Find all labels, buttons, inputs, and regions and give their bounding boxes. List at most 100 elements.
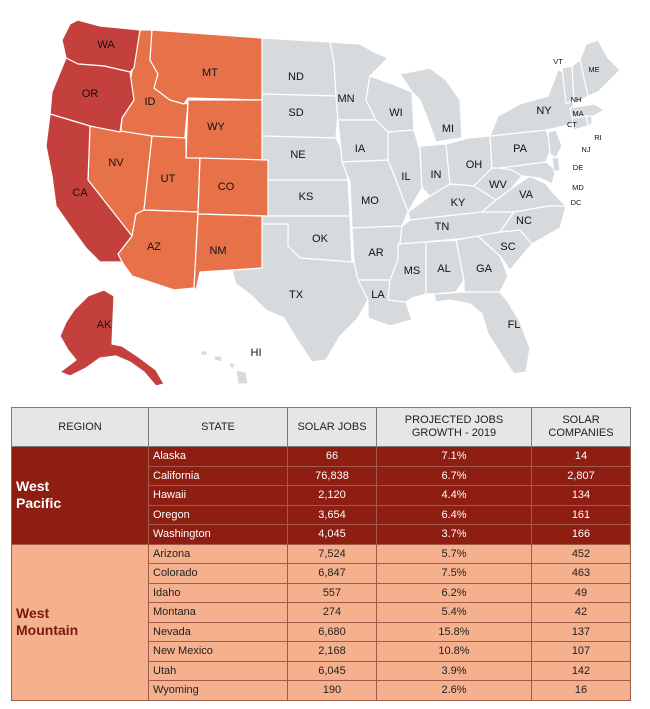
state-label-vt: VT <box>553 57 563 66</box>
growth-cell: 5.7% <box>376 543 532 564</box>
state-label-ok: OK <box>312 233 329 245</box>
state-cell: Montana <box>148 602 288 623</box>
solar-jobs-header: SOLAR JOBS <box>287 407 377 447</box>
state-label-il: IL <box>401 171 410 183</box>
solar-jobs-cell: 4,045 <box>287 524 377 545</box>
solar-jobs-cell: 66 <box>287 446 377 467</box>
companies-cell: 161 <box>531 504 631 525</box>
growth-cell: 5.4% <box>376 602 532 623</box>
growth-cell: 7.5% <box>376 563 532 584</box>
west-mountain-states <box>87 29 269 291</box>
projected-growth-header: PROJECTED JOBS GROWTH - 2019 <box>376 407 532 447</box>
table-row: West Pacific Alaska 66 7.1% 14 <box>11 446 631 545</box>
state-ca <box>45 113 133 263</box>
state-labels: WA OR CA ID MT WY NV UT CO AZ NM AK HI ND SD NE KS OK TX MN… <box>72 39 601 359</box>
state-label-ar: AR <box>368 247 383 259</box>
state-nm <box>193 213 263 291</box>
solar-jobs-cell: 2,120 <box>287 485 377 506</box>
state-or <box>49 57 135 133</box>
state-label-ga: GA <box>476 263 493 275</box>
solar-jobs-table: REGION STATE SOLAR JOBS PROJECTED JOBS GROWT… <box>11 407 631 701</box>
companies-cell: 16 <box>531 680 631 701</box>
state-label-hi: HI <box>251 347 262 359</box>
state-cell: California <box>148 465 288 486</box>
solar-jobs-cell: 6,847 <box>287 563 377 584</box>
state-cell: Washington <box>148 524 288 545</box>
companies-cell: 166 <box>531 524 631 545</box>
table-row: West Mountain Arizona 7,524 5.7% 452 <box>11 543 631 701</box>
growth-cell: 6.7% <box>376 465 532 486</box>
state-label-sd: SD <box>288 107 303 119</box>
state-label-nd: ND <box>288 71 304 83</box>
companies-cell: 2,807 <box>531 465 631 486</box>
state-label-wi: WI <box>389 107 402 119</box>
companies-cell: 452 <box>531 543 631 564</box>
solar-jobs-cell: 3,654 <box>287 504 377 525</box>
state-label-or: OR <box>82 88 99 100</box>
state-label-ne: NE <box>290 149 305 161</box>
table-row: Colorado 6,847 7.5% 463 <box>12 563 631 584</box>
state-label-ky: KY <box>451 197 466 209</box>
state-nd <box>261 37 337 97</box>
solar-jobs-cell: 2,168 <box>287 641 377 662</box>
state-label-ks: KS <box>299 191 314 203</box>
state-cell: Oregon <box>148 504 288 525</box>
region-header: REGION <box>11 407 149 447</box>
companies-cell: 463 <box>531 563 631 584</box>
state-md <box>499 161 557 185</box>
state-label-nv: NV <box>108 157 124 169</box>
solar-companies-header: SOLAR COMPANIES <box>531 407 631 447</box>
state-label-nh: NH <box>571 95 582 104</box>
state-label-al: AL <box>437 263 450 275</box>
state-label-wa: WA <box>97 39 115 51</box>
state-label-oh: OH <box>466 159 483 171</box>
table-header-row: REGION STATE SOLAR JOBS PROJECTED JOBS GROWT… <box>11 407 631 447</box>
state-cell: Nevada <box>148 621 288 642</box>
companies-cell: 137 <box>531 621 631 642</box>
companies-cell: 49 <box>531 582 631 603</box>
state-il <box>387 129 423 213</box>
growth-cell: 6.4% <box>376 504 532 525</box>
state-label-ms: MS <box>404 265 421 277</box>
state-label-ak: AK <box>97 319 112 331</box>
state-label-md: MD <box>572 183 584 192</box>
state-label-tn: TN <box>435 221 450 233</box>
growth-cell: 3.9% <box>376 660 532 681</box>
state-cell: Arizona <box>148 543 288 564</box>
table-row: Washington 4,045 3.7% 166 <box>12 524 631 545</box>
state-ma <box>569 103 605 119</box>
state-label-la: LA <box>371 289 385 301</box>
table-row: Montana 274 5.4% 42 <box>12 602 631 623</box>
state-fl <box>433 291 531 375</box>
state-nh <box>571 59 589 105</box>
state-label-wv: WV <box>489 179 507 191</box>
state-header: STATE <box>148 407 288 447</box>
solar-jobs-cell: 6,680 <box>287 621 377 642</box>
table-row: Utah 6,045 3.9% 142 <box>12 660 631 681</box>
state-label-nm: NM <box>209 245 226 257</box>
state-cell: Colorado <box>148 563 288 584</box>
state-ny <box>489 69 575 137</box>
state-cell: Alaska <box>148 446 288 467</box>
state-label-ca: CA <box>72 187 88 199</box>
us-map: WA OR CA ID MT WY NV UT CO AZ NM AK HI ND SD NE KS OK TX MN… <box>45 19 621 387</box>
state-label-fl: FL <box>508 319 521 331</box>
table-row: California 76,838 6.7% 2,807 <box>12 465 631 486</box>
state-label-nc: NC <box>516 215 532 227</box>
state-label-co: CO <box>218 181 235 193</box>
state-label-de: DE <box>573 163 583 172</box>
state-label-mo: MO <box>361 195 379 207</box>
solar-jobs-cell: 76,838 <box>287 465 377 486</box>
state-co <box>197 157 269 217</box>
solar-jobs-cell: 557 <box>287 582 377 603</box>
growth-cell: 3.7% <box>376 524 532 545</box>
growth-cell: 7.1% <box>376 446 532 467</box>
state-label-dc: DC <box>571 198 582 207</box>
state-ia <box>337 119 389 163</box>
solar-jobs-cell: 6,045 <box>287 660 377 681</box>
state-me <box>579 39 621 97</box>
state-mt <box>149 29 263 105</box>
state-label-pa: PA <box>513 143 528 155</box>
state-label-ma: MA <box>572 109 583 118</box>
state-label-mn: MN <box>337 93 354 105</box>
